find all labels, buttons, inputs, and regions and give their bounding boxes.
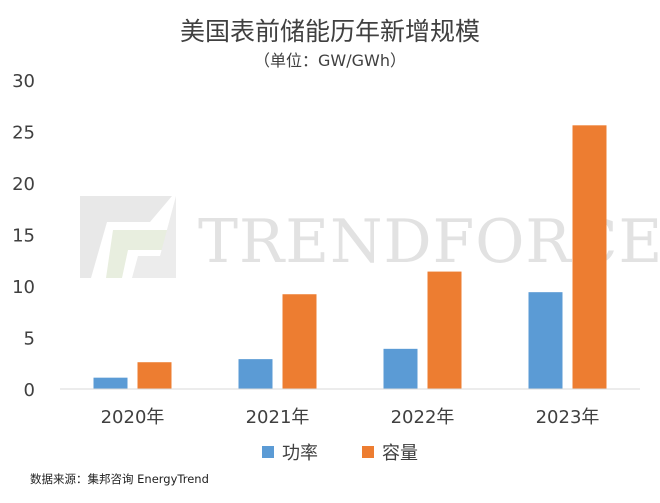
chart-subtitle: （单位：GW/GWh） [254,51,406,70]
x-tick-label: 2023年 [536,407,600,428]
y-tick-label: 15 [12,226,35,247]
bars [93,125,607,389]
chart-title: 美国表前储能历年新增规模 [180,17,480,46]
bar-power-2 [383,348,418,389]
y-tick-label: 20 [12,174,35,195]
legend-label: 容量 [382,443,418,464]
bar-power-3 [528,292,563,389]
legend-label: 功率 [282,443,318,464]
legend-swatch [262,446,274,458]
x-axis: 2020年 2021年 2022年 2023年 [101,407,600,428]
source-note: 数据来源：集邦咨询 EnergyTrend [30,472,209,486]
x-tick-label: 2021年 [246,407,310,428]
bar-power-0 [93,377,128,389]
y-tick-label: 25 [12,123,35,144]
bar-capacity-0 [137,362,172,389]
legend: 功率 容量 [262,443,418,464]
legend-swatch [362,446,374,458]
bar-capacity-3 [572,125,607,389]
x-tick-label: 2022年 [391,407,455,428]
bar-capacity-2 [427,271,462,389]
bar-capacity-1 [282,294,317,389]
x-tick-label: 2020年 [101,407,165,428]
trendforce-logo-icon [80,196,176,278]
y-tick-label: 10 [12,277,35,298]
y-axis: 0 5 10 15 20 25 30 [12,71,35,401]
y-tick-label: 0 [24,380,35,401]
y-tick-label: 5 [24,329,35,350]
bar-power-1 [238,359,273,389]
y-tick-label: 30 [12,71,35,92]
